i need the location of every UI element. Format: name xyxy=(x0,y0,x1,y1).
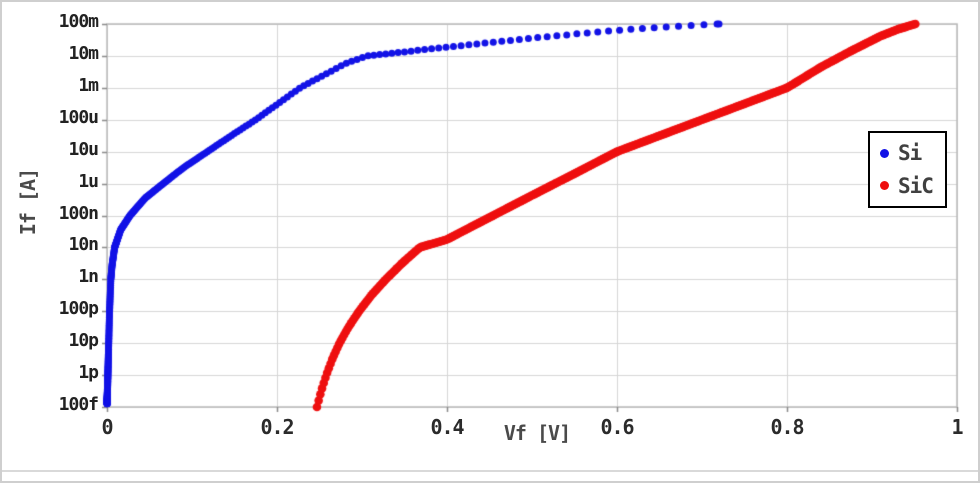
legend-label-sic: SiC xyxy=(898,173,934,198)
sic-series-marker-icon xyxy=(880,181,889,191)
legend-label-si: Si xyxy=(898,141,922,166)
legend-item-sic: SiC xyxy=(880,174,945,198)
legend-item-si: Si xyxy=(880,141,945,165)
legend-box: Si SiC xyxy=(868,131,947,208)
window-bottom-edge xyxy=(2,470,978,481)
iv-curve-chart-canvas xyxy=(2,2,978,472)
si-series-marker-icon xyxy=(880,148,889,158)
